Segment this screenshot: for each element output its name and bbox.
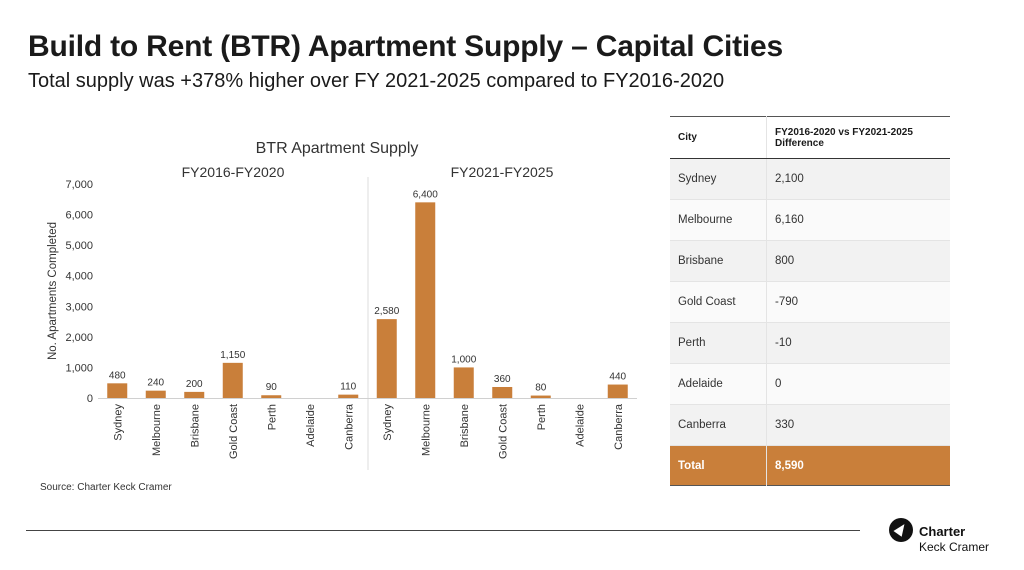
table-cell-value: 0 [766, 363, 950, 405]
table-cell-city: Adelaide [670, 363, 767, 405]
bar [107, 383, 128, 398]
btr-supply-chart: BTR Apartment Supply 0 1,000 2,000 3,000 4,00… [47, 140, 637, 470]
bar [492, 386, 513, 398]
bar [415, 202, 436, 398]
source-note: Source: Charter Keck Cramer [40, 482, 172, 493]
data-label: 1,000 [451, 354, 476, 365]
table-row: Brisbane 800 [670, 240, 950, 282]
y-axis-label: No. Apartments Completed [47, 222, 59, 360]
data-label: 2,580 [374, 306, 399, 317]
bar [338, 394, 359, 398]
table-cell-value: 6,160 [766, 199, 950, 241]
x-tick-label: Perth [266, 404, 278, 430]
table-cell-city: Brisbane [670, 240, 767, 282]
table-total-value: 8,590 [766, 445, 950, 486]
data-label: 200 [186, 379, 203, 390]
table-row: Perth -10 [670, 322, 950, 364]
group-label: FY2021-FY2025 [451, 164, 554, 180]
table-row: Canberra 330 [670, 404, 950, 446]
x-tick-label: Gold Coast [497, 404, 509, 459]
table-cell-value: 330 [766, 404, 950, 446]
x-tick-label: Sydney [112, 404, 124, 441]
x-tick-label: Brisbane [459, 404, 471, 447]
x-tick-label: Adelaide [305, 404, 317, 447]
x-tick-label: Canberra [343, 403, 355, 450]
data-label: 6,400 [413, 189, 438, 200]
table-cell-city: Gold Coast [670, 281, 767, 323]
logo-mark-icon [889, 518, 913, 542]
data-label: 90 [266, 382, 278, 393]
data-label: 110 [340, 382, 356, 393]
x-tick-label: Brisbane [189, 404, 201, 447]
data-label: 1,150 [220, 350, 245, 361]
x-tick-label: Gold Coast [228, 404, 240, 459]
y-tick-label: 6,000 [65, 210, 93, 222]
table-cell-city: Canberra [670, 404, 767, 446]
y-tick-label: 2,000 [65, 332, 93, 344]
x-tick-label: Sydney [382, 404, 394, 441]
x-tick-label: Melbourne [420, 404, 432, 456]
data-label: 480 [109, 370, 126, 381]
x-tick-label: Perth [536, 404, 548, 430]
bar [261, 395, 282, 398]
table-row: Adelaide 0 [670, 363, 950, 405]
x-tick-label: Melbourne [151, 404, 163, 456]
charter-keck-cramer-logo: Charter Keck Cramer [889, 518, 1009, 558]
y-tick-label: 0 [87, 393, 93, 405]
y-tick-label: 4,000 [65, 271, 93, 283]
table-cell-city: Melbourne [670, 199, 767, 241]
bar [222, 362, 243, 398]
table-total-label: Total [670, 445, 767, 486]
table-cell-city: Perth [670, 322, 767, 364]
page-subtitle: Total supply was +378% higher over FY 20… [28, 70, 725, 92]
y-tick-label: 5,000 [65, 240, 93, 252]
table-header-row: City FY2016-2020 vs FY2021-2025 Differen… [670, 116, 950, 159]
x-tick-label: Canberra [613, 403, 625, 450]
table-cell-value: -790 [766, 281, 950, 323]
y-tick-label: 7,000 [65, 179, 93, 191]
page-title: Build to Rent (BTR) Apartment Supply – C… [28, 30, 783, 63]
y-tick-label: 3,000 [65, 301, 93, 313]
data-label: 440 [609, 372, 626, 383]
y-tick-label: 1,000 [65, 362, 93, 374]
bar [145, 390, 166, 398]
data-label: 360 [494, 374, 511, 385]
logo-line-1: Charter [919, 524, 966, 539]
table-total-row: Total 8,590 [670, 445, 950, 486]
table-row: Gold Coast -790 [670, 281, 950, 323]
chart-title: BTR Apartment Supply [256, 140, 419, 157]
bar [376, 319, 397, 398]
difference-table: City FY2016-2020 vs FY2021-2025 Differen… [670, 116, 950, 486]
bar [453, 367, 474, 398]
table-cell-value: -10 [766, 322, 950, 364]
table-header-city: City [670, 116, 767, 159]
table-row: Melbourne 6,160 [670, 199, 950, 241]
data-label: 240 [147, 378, 164, 389]
bar [530, 395, 551, 398]
group-label: FY2016-FY2020 [182, 164, 285, 180]
table-cell-value: 2,100 [766, 158, 950, 200]
bar [607, 384, 628, 398]
table-cell-city: Sydney [670, 158, 767, 200]
logo-line-2: Keck Cramer [919, 540, 990, 554]
table-cell-value: 800 [766, 240, 950, 282]
table-header-difference: FY2016-2020 vs FY2021-2025 Difference [766, 116, 950, 159]
table-row: Sydney 2,100 [670, 158, 950, 200]
data-label: 80 [535, 383, 547, 394]
footer-divider [26, 530, 860, 531]
bar [184, 391, 205, 398]
x-tick-label: Adelaide [574, 404, 586, 447]
